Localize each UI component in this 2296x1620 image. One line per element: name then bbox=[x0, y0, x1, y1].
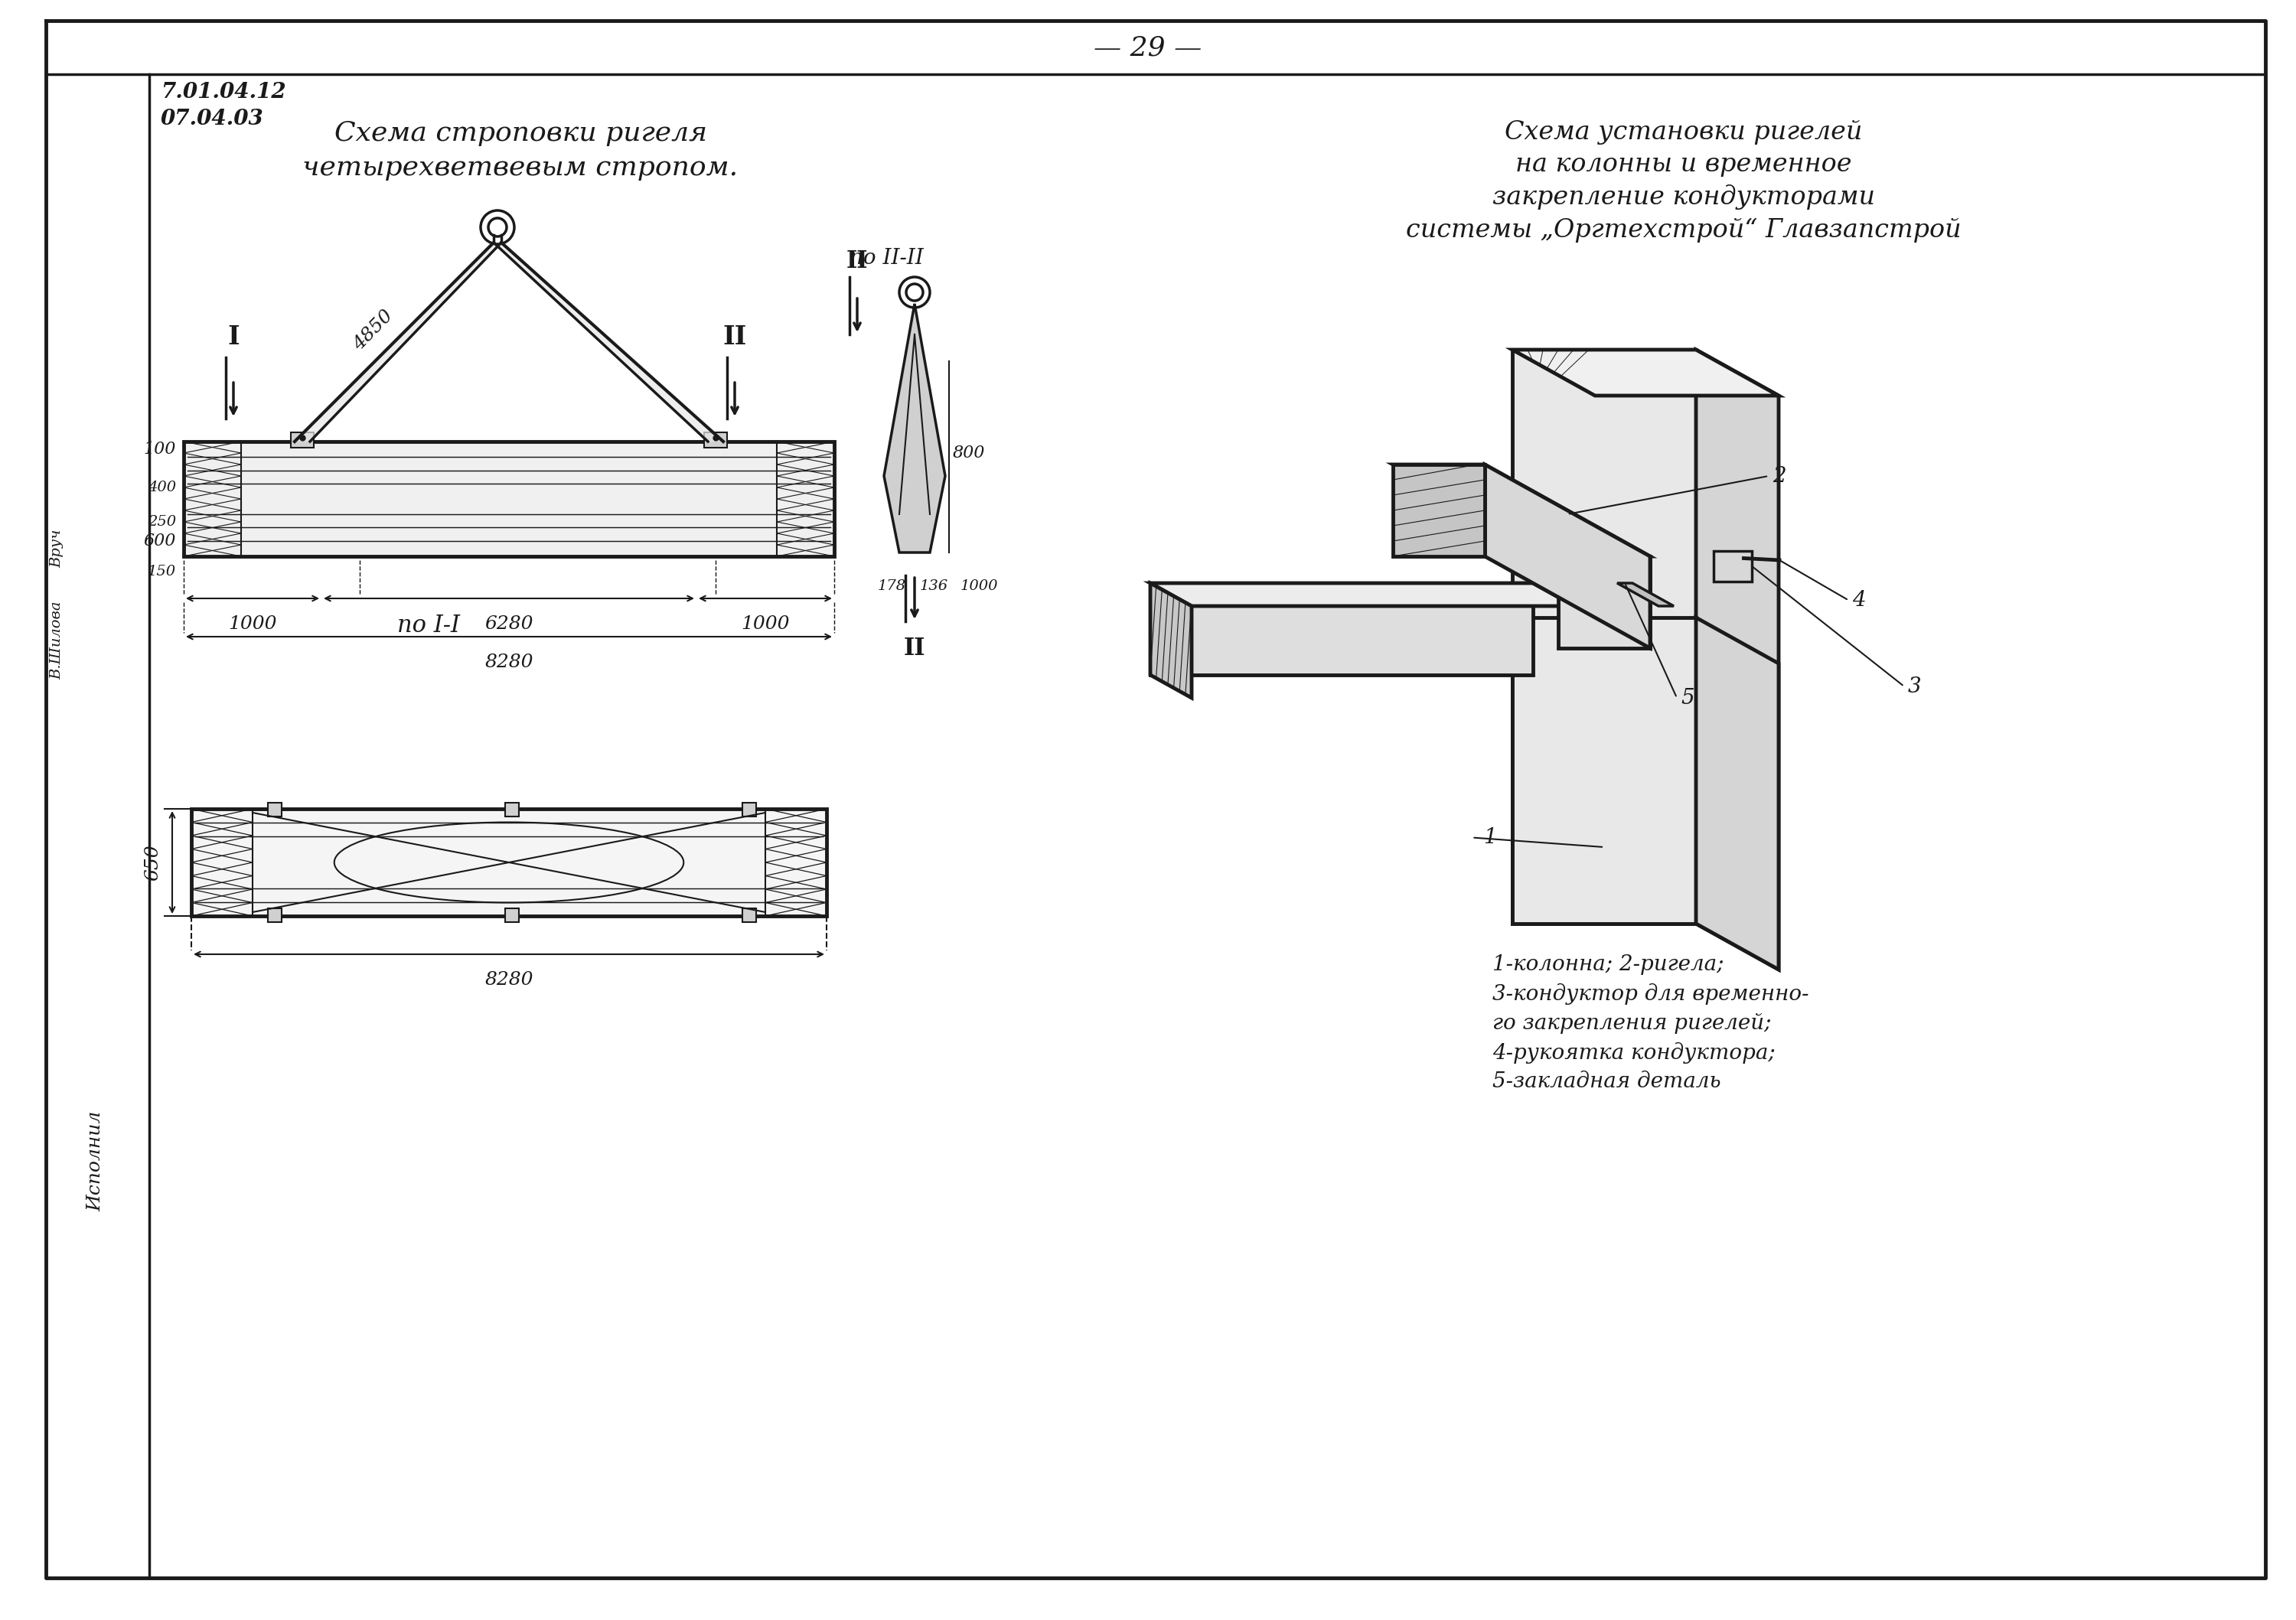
Text: 1: 1 bbox=[1483, 828, 1497, 847]
Text: II: II bbox=[905, 637, 925, 661]
Polygon shape bbox=[1394, 465, 1486, 556]
Text: В.Шилова: В.Шилова bbox=[51, 601, 64, 680]
Bar bbox=[184, 442, 833, 556]
Polygon shape bbox=[1559, 556, 1651, 648]
Bar bbox=[292, 433, 315, 447]
Polygon shape bbox=[1697, 617, 1779, 969]
Text: 1000: 1000 bbox=[227, 616, 278, 633]
Polygon shape bbox=[1513, 350, 1697, 923]
Text: 250: 250 bbox=[147, 515, 177, 528]
Text: 100: 100 bbox=[145, 441, 177, 457]
Text: 150: 150 bbox=[147, 565, 177, 578]
Text: 178: 178 bbox=[877, 580, 907, 593]
Text: 07.04.03: 07.04.03 bbox=[161, 109, 264, 130]
Text: 1-колонна; 2-ригела;
3-кондуктор для временно-
го закрепления ригелей;
4-рукоятк: 1-колонна; 2-ригела; 3-кондуктор для вре… bbox=[1492, 954, 1809, 1092]
Text: 4: 4 bbox=[1853, 590, 1867, 611]
Text: по II-II: по II-II bbox=[850, 248, 923, 269]
Text: 8280: 8280 bbox=[484, 970, 533, 988]
Text: Схема установки ригелей
на колонны и временное
закрепление кондукторами
системы : Схема установки ригелей на колонны и вре… bbox=[1405, 120, 1961, 243]
Text: II: II bbox=[847, 249, 868, 274]
Polygon shape bbox=[494, 243, 723, 442]
Polygon shape bbox=[1150, 583, 1575, 606]
Text: 650: 650 bbox=[145, 844, 163, 881]
Text: 600: 600 bbox=[145, 533, 177, 549]
Text: — 29 —: — 29 — bbox=[1093, 34, 1203, 60]
Polygon shape bbox=[1697, 350, 1779, 969]
Text: 5: 5 bbox=[1681, 687, 1694, 708]
Polygon shape bbox=[1713, 551, 1752, 582]
Polygon shape bbox=[1486, 465, 1651, 648]
Text: 6280: 6280 bbox=[484, 616, 533, 633]
Text: 400: 400 bbox=[147, 481, 177, 494]
Text: 800: 800 bbox=[953, 444, 985, 462]
Bar bbox=[705, 433, 728, 447]
Bar bbox=[505, 909, 519, 922]
Text: 136: 136 bbox=[918, 580, 948, 593]
Bar bbox=[742, 909, 755, 922]
Polygon shape bbox=[294, 243, 501, 442]
Text: 1000: 1000 bbox=[960, 580, 999, 593]
Polygon shape bbox=[1513, 617, 1697, 923]
Text: Исполнил: Исполнил bbox=[87, 1111, 106, 1212]
Text: 3: 3 bbox=[1908, 676, 1922, 697]
Text: 8280: 8280 bbox=[484, 653, 533, 671]
Polygon shape bbox=[1616, 583, 1674, 606]
Polygon shape bbox=[1150, 583, 1192, 698]
Text: 4850: 4850 bbox=[349, 308, 397, 355]
Polygon shape bbox=[1394, 465, 1651, 556]
Bar bbox=[505, 804, 519, 816]
Bar bbox=[269, 909, 282, 922]
Text: по I-I: по I-I bbox=[397, 614, 459, 637]
Polygon shape bbox=[1150, 583, 1534, 676]
Bar bbox=[742, 804, 755, 816]
Text: 1000: 1000 bbox=[742, 616, 790, 633]
Text: II: II bbox=[723, 324, 746, 350]
Polygon shape bbox=[884, 305, 946, 552]
Bar bbox=[269, 804, 282, 816]
Text: Вруч: Вруч bbox=[51, 530, 64, 569]
Text: 7.01.04.12: 7.01.04.12 bbox=[161, 83, 287, 102]
Polygon shape bbox=[1513, 350, 1779, 395]
Text: Схема строповки ригеля
четырехветвевым стропом.: Схема строповки ригеля четырехветвевым с… bbox=[303, 120, 739, 180]
Bar bbox=[191, 808, 827, 915]
Text: I: I bbox=[227, 324, 239, 350]
Text: 2: 2 bbox=[1773, 465, 1786, 486]
